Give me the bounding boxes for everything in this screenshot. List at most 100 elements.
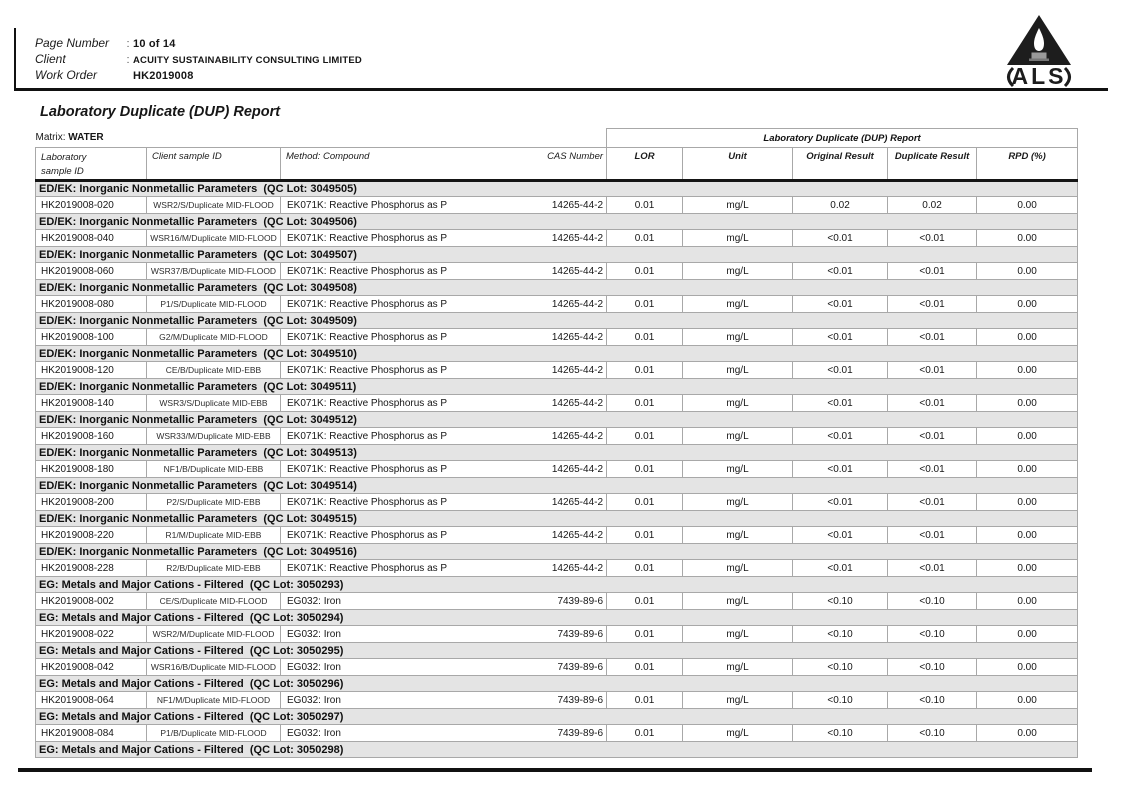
client-label: Client (35, 52, 66, 66)
col-laboratory-sample-id: Laboratory sample ID (35, 147, 147, 182)
cas-number-cell: 14265-44-2 (520, 295, 608, 313)
cas-number-cell: 7439-89-6 (520, 658, 608, 676)
col-original-result: Original Result (792, 147, 889, 182)
rpd-cell: 0.00 (976, 394, 1079, 412)
page-left-edge-rule (14, 28, 16, 90)
lor-cell: 0.01 (606, 559, 684, 577)
als-logo: ALS (998, 12, 1080, 93)
client-sample-id-cell: P1/B/Duplicate MID-FLOOD (146, 724, 281, 742)
unit-cell: mg/L (682, 625, 794, 643)
unit-cell: mg/L (682, 394, 794, 412)
table-row: HK2019008-180 NF1/B/Duplicate MID-EBB EK07… (35, 460, 1079, 478)
rpd-cell: 0.00 (976, 460, 1079, 478)
dup-table-body: Matrix: WATER Laboratory Duplicate (DUP)… (34, 128, 1079, 758)
section-header: ED/EK: Inorganic Nonmetallic Parameters … (34, 378, 1079, 395)
table-row: HK2019008-020 WSR2/S/Duplicate MID-FLOOD E… (35, 196, 1079, 214)
lor-cell: 0.01 (606, 592, 684, 610)
method-compound-cell: EK071K: Reactive Phosphorus as P (280, 493, 521, 511)
original-result-cell: <0.10 (792, 724, 889, 742)
page-number-field: Page Number : 10 of 14 (35, 36, 362, 52)
duplicate-result-cell: <0.01 (887, 229, 978, 247)
section-header: ED/EK: Inorganic Nonmetallic Parameters … (34, 477, 1079, 494)
method-compound-cell: EG032: Iron (280, 658, 521, 676)
table-row: HK2019008-022 WSR2/M/Duplicate MID-FLOOD E… (35, 625, 1079, 643)
method-compound-cell: EK071K: Reactive Phosphorus as P (280, 394, 521, 412)
original-result-cell: <0.10 (792, 625, 889, 643)
section-row: EG: Metals and Major Cations - Filtered … (34, 741, 1079, 758)
lor-cell: 0.01 (606, 295, 684, 313)
client-sample-id-cell: NF1/B/Duplicate MID-EBB (146, 460, 281, 478)
laboratory-sample-id-cell: HK2019008-160 (35, 427, 147, 445)
method-compound-cell: EG032: Iron (280, 691, 521, 709)
table-top-row: Matrix: WATER Laboratory Duplicate (DUP)… (36, 128, 1079, 148)
client-sample-id-cell: P1/S/Duplicate MID-FLOOD (146, 295, 281, 313)
original-result-cell: <0.10 (792, 658, 889, 676)
lor-cell: 0.01 (606, 196, 684, 214)
unit-cell: mg/L (682, 427, 794, 445)
cas-number-cell: 14265-44-2 (520, 460, 608, 478)
section-row: EG: Metals and Major Cations - Filtered … (34, 642, 1079, 659)
duplicate-result-cell: <0.10 (887, 691, 978, 709)
laboratory-sample-id-cell: HK2019008-200 (35, 493, 147, 511)
section-header: ED/EK: Inorganic Nonmetallic Parameters … (34, 180, 1079, 197)
table-row: HK2019008-084 P1/B/Duplicate MID-FLOOD EG0… (35, 724, 1079, 742)
rpd-cell: 0.00 (976, 493, 1079, 511)
method-compound-cell: EG032: Iron (280, 724, 521, 742)
client-sample-id-cell: R2/B/Duplicate MID-EBB (146, 559, 281, 577)
cas-number-cell: 14265-44-2 (520, 262, 608, 280)
col-client-sample-id: Client sample ID (146, 147, 281, 182)
method-compound-cell: EG032: Iron (280, 592, 521, 610)
table-row: HK2019008-080 P1/S/Duplicate MID-FLOOD EK0… (35, 295, 1079, 313)
cas-number-cell: 14265-44-2 (520, 196, 608, 214)
rpd-cell: 0.00 (976, 295, 1079, 313)
laboratory-sample-id-cell: HK2019008-022 (35, 625, 147, 643)
laboratory-sample-id-cell: HK2019008-060 (35, 262, 147, 280)
cas-number-cell: 7439-89-6 (520, 625, 608, 643)
section-row: ED/EK: Inorganic Nonmetallic Parameters … (34, 510, 1079, 527)
als-logo-icon: ALS (1007, 15, 1071, 89)
laboratory-sample-id-cell: HK2019008-080 (35, 295, 147, 313)
method-compound-cell: EK071K: Reactive Phosphorus as P (280, 526, 521, 544)
unit-cell: mg/L (682, 724, 794, 742)
unit-cell: mg/L (682, 328, 794, 346)
table-row: HK2019008-160 WSR33/M/Duplicate MID-EBB EK… (35, 427, 1079, 445)
laboratory-sample-id-cell: HK2019008-120 (35, 361, 147, 379)
cas-number-cell: 7439-89-6 (520, 724, 608, 742)
rpd-cell: 0.00 (976, 262, 1079, 280)
section-row: ED/EK: Inorganic Nonmetallic Parameters … (34, 345, 1079, 362)
section-header: ED/EK: Inorganic Nonmetallic Parameters … (34, 246, 1079, 263)
client-sample-id-cell: G2/M/Duplicate MID-FLOOD (146, 328, 281, 346)
duplicate-result-cell: <0.01 (887, 262, 978, 280)
duplicate-result-cell: <0.01 (887, 460, 978, 478)
original-result-cell: <0.01 (792, 394, 889, 412)
client-sample-id-cell: CE/S/Duplicate MID-FLOOD (146, 592, 281, 610)
lor-cell: 0.01 (606, 658, 684, 676)
duplicate-result-cell: <0.01 (887, 394, 978, 412)
unit-cell: mg/L (682, 526, 794, 544)
unit-cell: mg/L (682, 559, 794, 577)
table-row: HK2019008-200 P2/S/Duplicate MID-EBB EK071… (35, 493, 1079, 511)
section-row: ED/EK: Inorganic Nonmetallic Parameters … (34, 444, 1079, 461)
section-header: EG: Metals and Major Cations - Filtered … (34, 642, 1079, 659)
original-result-cell: <0.10 (792, 691, 889, 709)
lor-cell: 0.01 (606, 691, 684, 709)
original-result-cell: <0.10 (792, 592, 889, 610)
table-row: HK2019008-002 CE/S/Duplicate MID-FLOOD EG0… (35, 592, 1079, 610)
cas-number-cell: 14265-44-2 (520, 361, 608, 379)
section-row: ED/EK: Inorganic Nonmetallic Parameters … (34, 411, 1079, 428)
lor-cell: 0.01 (606, 526, 684, 544)
laboratory-sample-id-cell: HK2019008-042 (35, 658, 147, 676)
section-header: EG: Metals and Major Cations - Filtered … (34, 708, 1079, 725)
section-header: ED/EK: Inorganic Nonmetallic Parameters … (34, 312, 1079, 329)
page-header: Page Number : 10 of 14 Client : ACUITY S… (35, 36, 362, 84)
method-compound-cell: EK071K: Reactive Phosphorus as P (280, 328, 521, 346)
client-sample-id-cell: NF1/M/Duplicate MID-FLOOD (146, 691, 281, 709)
client-sample-id-cell: WSR33/M/Duplicate MID-EBB (146, 427, 281, 445)
rpd-cell: 0.00 (976, 625, 1079, 643)
method-compound-cell: EK071K: Reactive Phosphorus as P (280, 262, 521, 280)
duplicate-result-cell: <0.01 (887, 328, 978, 346)
work-order-field: Work Order HK2019008 (35, 68, 362, 84)
work-order-value: HK2019008 (133, 70, 194, 82)
lor-cell: 0.01 (606, 724, 684, 742)
cas-number-cell: 7439-89-6 (520, 691, 608, 709)
